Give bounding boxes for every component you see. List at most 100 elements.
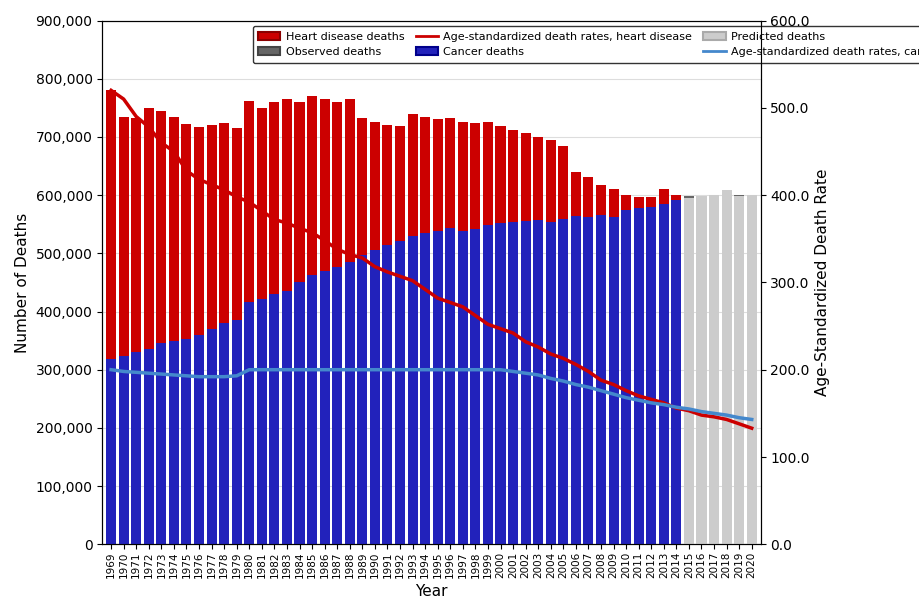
Bar: [194, 335, 204, 544]
Bar: [709, 195, 719, 544]
Bar: [307, 276, 317, 544]
Bar: [445, 118, 455, 544]
Bar: [533, 137, 542, 544]
X-axis label: Year: Year: [414, 584, 448, 599]
Bar: [671, 195, 681, 544]
Bar: [633, 197, 643, 544]
Bar: [345, 262, 355, 544]
Bar: [181, 340, 191, 544]
Bar: [369, 122, 380, 544]
Bar: [369, 251, 380, 544]
Bar: [558, 146, 568, 544]
Bar: [746, 195, 756, 544]
Bar: [345, 99, 355, 544]
Bar: [281, 290, 291, 544]
Bar: [119, 356, 129, 544]
Bar: [533, 220, 542, 544]
Bar: [382, 245, 392, 544]
Bar: [445, 228, 455, 544]
Bar: [495, 126, 505, 544]
Bar: [156, 111, 166, 544]
Bar: [269, 102, 279, 544]
Bar: [307, 96, 317, 544]
Bar: [169, 341, 178, 544]
Bar: [156, 343, 166, 544]
Bar: [232, 128, 242, 544]
Y-axis label: Number of Deaths: Number of Deaths: [15, 212, 30, 352]
Bar: [633, 209, 643, 544]
Bar: [545, 140, 555, 544]
Bar: [720, 190, 731, 544]
Bar: [143, 108, 153, 544]
Bar: [733, 196, 743, 544]
Bar: [458, 231, 468, 544]
Bar: [420, 117, 430, 544]
Bar: [709, 196, 719, 544]
Bar: [558, 219, 568, 544]
Bar: [470, 230, 480, 544]
Bar: [420, 233, 430, 544]
Bar: [232, 320, 242, 544]
Bar: [119, 117, 129, 544]
Bar: [683, 198, 693, 544]
Bar: [332, 102, 342, 544]
Bar: [332, 267, 342, 544]
Bar: [256, 298, 267, 544]
Bar: [607, 217, 618, 544]
Bar: [131, 118, 142, 544]
Bar: [244, 101, 254, 544]
Bar: [645, 198, 655, 544]
Bar: [683, 196, 693, 544]
Bar: [733, 195, 743, 544]
Bar: [169, 117, 178, 544]
Bar: [319, 99, 329, 544]
Bar: [470, 123, 480, 544]
Bar: [382, 125, 392, 544]
Bar: [357, 255, 367, 544]
Bar: [658, 188, 668, 544]
Bar: [131, 352, 142, 544]
Bar: [495, 223, 505, 544]
Bar: [394, 126, 404, 544]
Bar: [219, 123, 229, 544]
Bar: [357, 118, 367, 544]
Bar: [545, 222, 555, 544]
Bar: [269, 294, 279, 544]
Bar: [696, 198, 706, 544]
Bar: [696, 196, 706, 544]
Bar: [507, 130, 517, 544]
Bar: [394, 241, 404, 544]
Bar: [458, 122, 468, 544]
Bar: [570, 172, 580, 544]
Bar: [520, 220, 530, 544]
Bar: [294, 282, 304, 544]
Bar: [319, 271, 329, 544]
Bar: [583, 217, 593, 544]
Bar: [482, 122, 493, 544]
Bar: [106, 90, 116, 544]
Bar: [407, 114, 417, 544]
Bar: [219, 323, 229, 544]
Bar: [607, 188, 618, 544]
Bar: [207, 125, 216, 544]
Bar: [658, 204, 668, 544]
Bar: [143, 349, 153, 544]
Bar: [256, 108, 267, 544]
Bar: [570, 216, 580, 544]
Bar: [507, 222, 517, 544]
Bar: [645, 207, 655, 544]
Bar: [620, 195, 630, 544]
Bar: [746, 195, 756, 544]
Bar: [194, 127, 204, 544]
Bar: [482, 225, 493, 544]
Bar: [620, 209, 630, 544]
Legend: Heart disease deaths, Observed deaths, Age-standardized death rates, heart disea: Heart disease deaths, Observed deaths, A…: [253, 26, 919, 63]
Bar: [207, 329, 216, 544]
Y-axis label: Age-Standardized Death Rate: Age-Standardized Death Rate: [814, 169, 830, 396]
Bar: [281, 99, 291, 544]
Bar: [520, 133, 530, 544]
Bar: [294, 102, 304, 544]
Bar: [671, 200, 681, 544]
Bar: [583, 177, 593, 544]
Bar: [432, 231, 442, 544]
